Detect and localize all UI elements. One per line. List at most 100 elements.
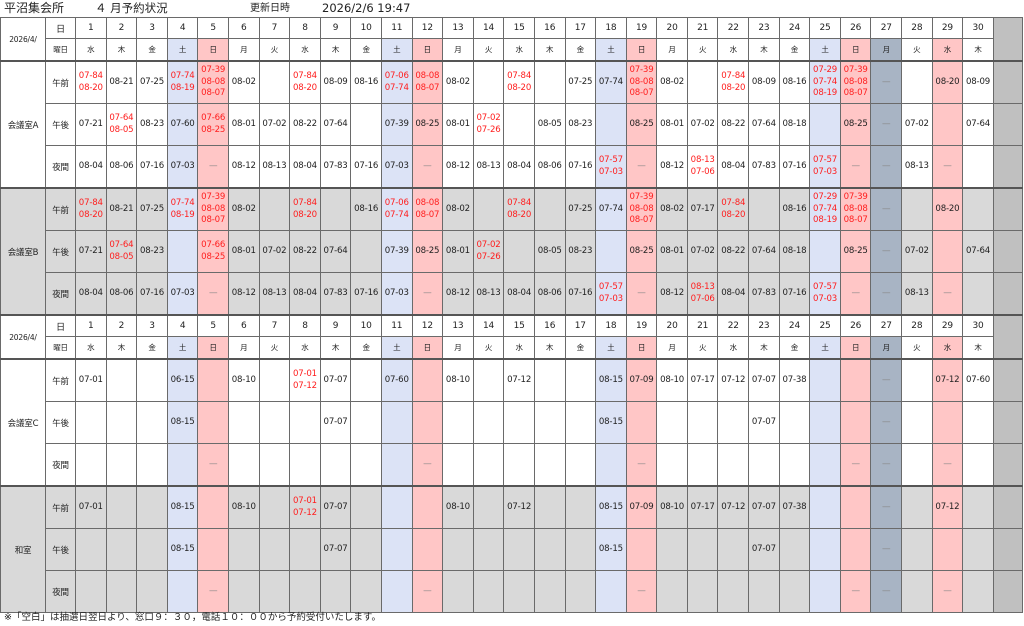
reservation-cell[interactable]: — (870, 485, 903, 529)
reservation-cell[interactable]: 07-02 (258, 103, 291, 146)
reservation-cell[interactable]: 07-12 (503, 485, 535, 529)
reservation-cell[interactable]: — (870, 528, 903, 571)
reservation-cell[interactable] (901, 401, 933, 444)
reservation-cell[interactable] (533, 187, 566, 231)
reservation-cell[interactable] (533, 60, 566, 104)
reservation-cell[interactable] (289, 401, 321, 444)
reservation-cell[interactable] (136, 358, 168, 402)
reservation-cell[interactable]: 07-01 (75, 358, 107, 402)
reservation-cell[interactable]: — (197, 272, 229, 316)
reservation-cell[interactable]: — (625, 272, 658, 316)
reservation-cell[interactable] (136, 443, 168, 487)
reservation-cell[interactable]: 08-02 (656, 187, 688, 231)
reservation-cell[interactable]: 07-84 08-20 (289, 60, 321, 104)
reservation-cell[interactable] (472, 443, 505, 487)
reservation-cell[interactable]: 08-15 (166, 528, 199, 571)
reservation-cell[interactable]: 07-09 (625, 485, 658, 529)
reservation-cell[interactable]: — (931, 272, 964, 316)
reservation-cell[interactable]: 08-04 (717, 145, 750, 189)
reservation-cell[interactable]: 07-84 08-20 (717, 187, 750, 231)
reservation-cell[interactable]: 08-02 (227, 187, 260, 231)
reservation-cell[interactable]: 08-10 (227, 485, 260, 529)
reservation-cell[interactable]: 08-12 (442, 145, 474, 189)
reservation-cell[interactable]: 08-22 (717, 230, 750, 273)
reservation-cell[interactable]: 08-18 (778, 103, 811, 146)
reservation-cell[interactable]: 08-15 (595, 401, 627, 444)
reservation-cell[interactable] (472, 401, 505, 444)
reservation-cell[interactable]: 07-01 (75, 485, 107, 529)
reservation-cell[interactable]: 08-04 (289, 272, 321, 316)
reservation-cell[interactable]: 08-22 (717, 103, 750, 146)
reservation-cell[interactable]: 07-57 07-03 (809, 272, 841, 316)
reservation-cell[interactable]: 08-10 (442, 485, 474, 529)
reservation-cell[interactable] (686, 443, 719, 487)
reservation-cell[interactable]: — (625, 443, 658, 487)
reservation-cell[interactable]: — (870, 60, 903, 104)
reservation-cell[interactable]: 07-16 (350, 145, 382, 189)
reservation-cell[interactable] (75, 401, 107, 444)
reservation-cell[interactable] (962, 187, 994, 231)
reservation-cell[interactable] (258, 485, 291, 529)
reservation-cell[interactable] (136, 570, 168, 613)
reservation-cell[interactable]: 07-12 (931, 485, 964, 529)
reservation-cell[interactable] (258, 570, 291, 613)
reservation-cell[interactable]: 07-74 (595, 60, 627, 104)
reservation-cell[interactable] (289, 570, 321, 613)
reservation-cell[interactable] (901, 187, 933, 231)
reservation-cell[interactable] (258, 443, 291, 487)
reservation-cell[interactable]: 08-25 (839, 103, 872, 146)
reservation-cell[interactable]: 08-01 (227, 230, 260, 273)
reservation-cell[interactable]: 08-13 (472, 145, 505, 189)
reservation-cell[interactable]: 08-04 (503, 272, 535, 316)
reservation-cell[interactable]: 07-17 (686, 485, 719, 529)
reservation-cell[interactable]: 07-25 (136, 187, 168, 231)
reservation-cell[interactable]: 08-12 (656, 272, 688, 316)
reservation-cell[interactable]: 07-02 (686, 230, 719, 273)
reservation-cell[interactable]: 08-20 (931, 187, 964, 231)
reservation-cell[interactable]: 07-39 (380, 103, 413, 146)
reservation-cell[interactable] (105, 485, 138, 529)
reservation-cell[interactable]: 07-21 (75, 103, 107, 146)
reservation-cell[interactable]: 08-23 (136, 230, 168, 273)
reservation-cell[interactable] (748, 187, 780, 231)
reservation-cell[interactable] (778, 570, 811, 613)
reservation-cell[interactable] (319, 187, 352, 231)
reservation-cell[interactable]: — (870, 145, 903, 189)
reservation-cell[interactable] (136, 485, 168, 529)
reservation-cell[interactable]: 08-10 (656, 485, 688, 529)
reservation-cell[interactable]: 08-04 (717, 272, 750, 316)
reservation-cell[interactable] (380, 443, 413, 487)
reservation-cell[interactable]: 08-10 (442, 358, 474, 402)
reservation-cell[interactable]: 07-12 (503, 358, 535, 402)
reservation-cell[interactable] (380, 528, 413, 571)
reservation-cell[interactable] (931, 103, 964, 146)
reservation-cell[interactable] (717, 443, 750, 487)
reservation-cell[interactable]: 08-04 (289, 145, 321, 189)
reservation-cell[interactable]: — (411, 145, 444, 189)
reservation-cell[interactable]: 07-60 (166, 103, 199, 146)
reservation-cell[interactable]: 07-25 (136, 60, 168, 104)
reservation-cell[interactable] (411, 528, 444, 571)
reservation-cell[interactable]: 07-01 07-12 (289, 485, 321, 529)
reservation-cell[interactable]: 08-04 (75, 145, 107, 189)
reservation-cell[interactable] (533, 358, 566, 402)
reservation-cell[interactable]: 07-07 (319, 401, 352, 444)
reservation-cell[interactable]: — (870, 272, 903, 316)
reservation-cell[interactable] (380, 570, 413, 613)
reservation-cell[interactable] (748, 443, 780, 487)
reservation-cell[interactable]: — (870, 570, 903, 613)
reservation-cell[interactable]: 07-74 08-19 (166, 60, 199, 104)
reservation-cell[interactable] (962, 570, 994, 613)
reservation-cell[interactable]: 08-09 (962, 60, 994, 104)
reservation-cell[interactable] (931, 230, 964, 273)
reservation-cell[interactable]: 07-84 08-20 (75, 60, 107, 104)
reservation-cell[interactable] (564, 401, 597, 444)
reservation-cell[interactable] (442, 570, 474, 613)
reservation-cell[interactable] (809, 230, 841, 273)
reservation-cell[interactable]: 08-12 (227, 145, 260, 189)
reservation-cell[interactable]: 08-02 (656, 60, 688, 104)
reservation-cell[interactable]: — (625, 145, 658, 189)
reservation-cell[interactable]: 07-02 (686, 103, 719, 146)
reservation-cell[interactable]: 08-25 (411, 103, 444, 146)
reservation-cell[interactable]: 08-06 (105, 272, 138, 316)
